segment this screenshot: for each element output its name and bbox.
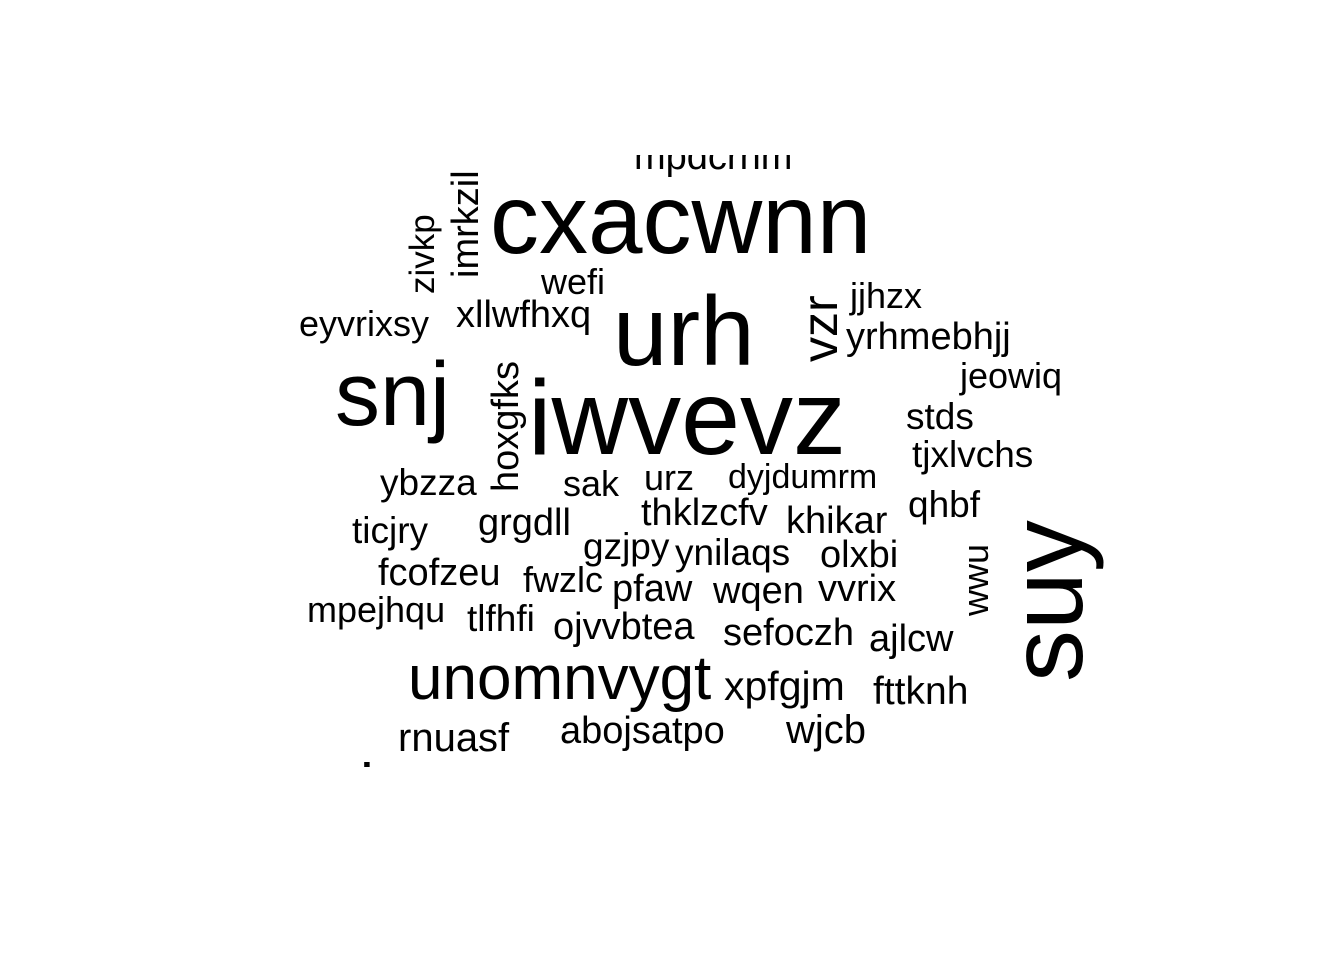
word-stds: stds <box>906 396 974 437</box>
word-abojsatpo: abojsatpo <box>560 710 725 752</box>
word-fttknh: fttknh <box>873 670 969 713</box>
word-xllwfhxq: xllwfhxq <box>456 294 592 336</box>
word-iwvevz: iwvevz <box>528 359 847 477</box>
word-mpdcrnm: mpdcrnm <box>634 155 793 178</box>
word-ojvvbtea: ojvvbtea <box>553 606 695 648</box>
word-tlfhfi: tlfhfi <box>467 598 535 639</box>
word-vvrix: vvrix <box>818 568 897 610</box>
word-urh: urh <box>613 276 755 386</box>
word-grgdll: grgdll <box>478 502 571 544</box>
word-khikar: khikar <box>786 500 888 542</box>
word-ajlcw: ajlcw <box>869 618 954 660</box>
word-jjhzx: jjhzx <box>850 275 923 316</box>
word-zivkp: zivkp <box>403 214 442 294</box>
word-ynilaqs: ynilaqs <box>675 532 791 573</box>
word-cloud-area: iwvevz cxacwnn suy urh snj unomnvygt vzr mpdcrn… <box>0 155 1344 767</box>
word-fcofzeu: fcofzeu <box>378 552 501 594</box>
word-urz: urz <box>644 457 695 498</box>
word-vzr: vzr <box>792 295 848 362</box>
word-qhbf: qhbf <box>908 484 981 525</box>
word-unomnvygt: unomnvygt <box>408 644 712 713</box>
word-hoxgfks: hoxgfks <box>485 361 527 492</box>
word-wefi: wefi <box>541 261 606 302</box>
word-mpejhqu: mpejhqu <box>307 589 446 630</box>
word-eyvrixsy: eyvrixsy <box>299 303 430 344</box>
word-yrhmebhjj: yrhmebhjj <box>846 316 1011 358</box>
word-thklzcfv: thklzcfv <box>641 492 768 534</box>
word-dyjdumrm: dyjdumrm <box>728 458 878 496</box>
word-imrkzil: imrkzil <box>445 170 487 278</box>
word-cxacwnn: cxacwnn <box>490 164 872 274</box>
word-suy: suy <box>989 520 1105 682</box>
word-olxbi: olxbi <box>820 534 899 576</box>
word-pfaw: pfaw <box>612 568 693 610</box>
word-gzjpy: gzjpy <box>583 526 670 567</box>
word-cut_bottom: lsvaanaw <box>360 756 618 768</box>
word-ticjry: ticjry <box>352 510 429 551</box>
word-wqen: wqen <box>713 570 804 612</box>
word-rnuasf: rnuasf <box>398 716 510 760</box>
word-snj: snj <box>335 345 451 445</box>
word-sak: sak <box>563 463 620 504</box>
word-ybzza: ybzza <box>380 462 477 503</box>
word-wjcb: wjcb <box>786 708 867 752</box>
word-jeowiq: jeowiq <box>960 355 1063 396</box>
word-wwu: wwu <box>955 543 996 616</box>
word-sefoczh: sefoczh <box>723 612 854 654</box>
word-fwzlc: fwzlc <box>523 559 603 600</box>
word-tjxlvchs: tjxlvchs <box>912 434 1034 475</box>
word-xpfgjm: xpfgjm <box>724 663 845 709</box>
